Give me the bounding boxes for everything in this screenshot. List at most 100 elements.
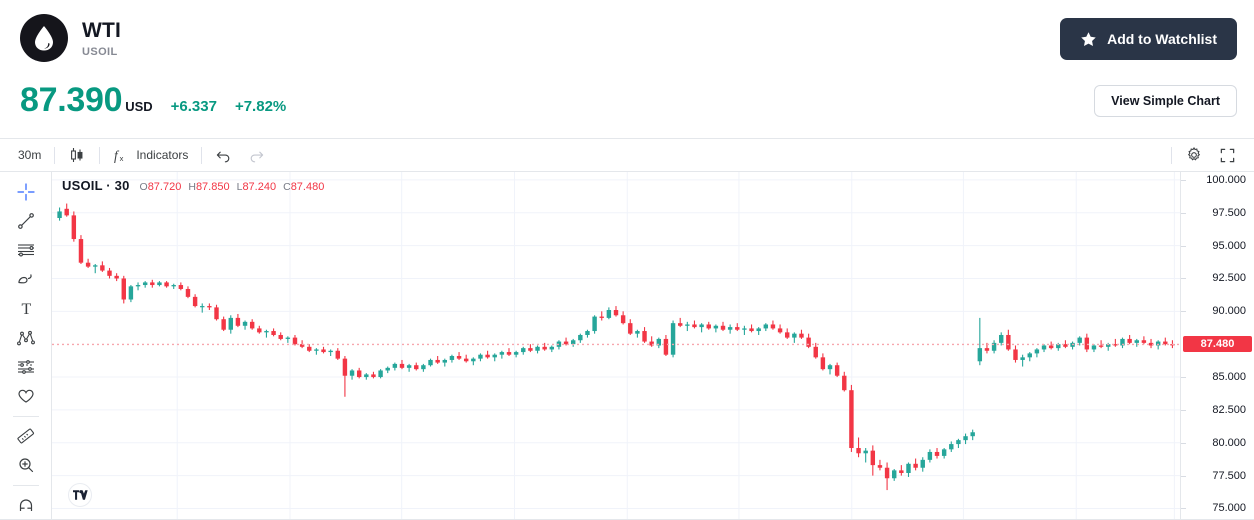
candle-body [620, 315, 626, 324]
magnet-tool[interactable] [9, 492, 43, 519]
candle-body [770, 324, 776, 329]
candle-body [585, 331, 590, 335]
price-axis-label: 85.000 [1212, 371, 1246, 384]
candle-body [349, 370, 355, 376]
crosshair-tool[interactable] [9, 178, 43, 205]
candle-body [392, 363, 398, 368]
forecast-icon [16, 357, 36, 377]
candle-body [421, 365, 426, 370]
text-tool[interactable]: T [9, 295, 43, 322]
candle-body [599, 316, 604, 318]
ohlc-value: 87.720 [147, 181, 182, 193]
redo-button[interactable] [240, 142, 273, 168]
favorites-tool[interactable] [9, 382, 43, 409]
candle-body [606, 310, 612, 318]
brush-tool[interactable] [9, 266, 43, 293]
measure-tool[interactable] [9, 423, 43, 450]
candle-body [285, 337, 291, 339]
candle-body [542, 346, 547, 350]
candle-body [777, 328, 783, 333]
candle-body [870, 450, 876, 466]
candle-body [1141, 340, 1147, 343]
candlestick-icon [68, 146, 86, 164]
candle-body [827, 365, 833, 370]
candle-body [364, 374, 369, 378]
heart-icon [16, 386, 36, 406]
zoom-in-tool[interactable] [9, 452, 43, 479]
price-change: +6.337 [170, 98, 217, 115]
chart-plot[interactable]: USOIL · 30 O87.720 H87.850 L87.240 C87.480 [52, 172, 1180, 519]
forecast-tool[interactable] [9, 353, 43, 380]
candle-body [192, 296, 198, 307]
candle-body [1106, 344, 1111, 347]
candle-body [278, 334, 283, 339]
candle-body [235, 317, 241, 326]
magnet-icon [16, 495, 36, 515]
candle-body [913, 463, 918, 468]
fib-retracement-tool[interactable] [9, 236, 43, 263]
candle-body [1163, 341, 1168, 345]
candle-body [685, 324, 690, 326]
candle-body [677, 323, 683, 326]
candle-body [57, 211, 62, 219]
price-quote: 87.390 USD +6.337 +7.82% [20, 82, 286, 118]
ohlc-key: O [139, 181, 148, 193]
ohlc-value: 87.240 [242, 181, 277, 193]
candle-body [699, 324, 704, 328]
gear-icon [1185, 146, 1203, 164]
fullscreen-button[interactable] [1211, 142, 1244, 168]
add-to-watchlist-button[interactable]: Add to Watchlist [1060, 18, 1237, 60]
candle-body [656, 338, 662, 346]
ruler-icon [16, 426, 36, 446]
candle-body [521, 348, 526, 353]
candle-body [1013, 349, 1018, 360]
toolbar-divider-3 [201, 146, 203, 164]
toolbar-divider-left-2 [12, 484, 39, 486]
candle-body [185, 288, 191, 297]
candle-body [528, 348, 533, 351]
candle-body [399, 363, 405, 368]
candle-body [613, 310, 619, 316]
candle-body [663, 338, 669, 355]
candle-body [93, 265, 98, 267]
chart-type-button[interactable] [60, 142, 94, 168]
ohlc-value: 87.480 [290, 181, 325, 193]
toolbar-divider [54, 146, 56, 164]
price-axis[interactable]: 100.000 97.500 95.000 92.500 90.000 85.000 82.… [1180, 172, 1254, 519]
candle-body [157, 282, 162, 286]
candle-body [314, 349, 319, 351]
price-axis-tick [1181, 278, 1186, 280]
price-axis-tick [1181, 245, 1186, 247]
patterns-tool[interactable] [9, 324, 43, 351]
price-currency: USD [125, 99, 153, 114]
candle-body [1041, 345, 1047, 350]
candle-body [478, 354, 483, 359]
ohlc-pair: C87.480 [283, 179, 324, 193]
svg-text:T: T [21, 301, 31, 318]
crosshair-icon [16, 182, 36, 202]
candle-body [428, 359, 433, 366]
candle-body [535, 346, 540, 351]
view-simple-chart-button[interactable]: View Simple Chart [1094, 85, 1237, 117]
candle-body [150, 282, 155, 286]
chart-settings-button[interactable] [1177, 142, 1211, 168]
price-axis-tick [1181, 508, 1186, 510]
price-axis-label: 80.000 [1212, 436, 1246, 449]
interval-selector[interactable]: 30m [10, 142, 49, 168]
undo-button[interactable] [207, 142, 240, 168]
trend-line-tool[interactable] [9, 207, 43, 234]
indicators-button[interactable]: f x Indicators [105, 142, 196, 168]
tradingview-logo[interactable] [68, 483, 92, 507]
candlestick-canvas[interactable] [52, 172, 1180, 519]
patterns-icon [16, 328, 36, 348]
candle-body [228, 317, 233, 330]
fx-icon: f x [113, 147, 130, 164]
candle-body [849, 390, 854, 449]
candle-body [385, 367, 390, 371]
ohlc-values: O87.720 H87.850 L87.240 C87.480 [140, 179, 325, 193]
symbol-header: WTI USOIL 87.390 USD +6.337 +7.82% Add t… [0, 0, 1254, 138]
candle-body [977, 348, 983, 362]
candle-body [999, 334, 1004, 343]
candle-body [1048, 345, 1054, 349]
candle-body [471, 358, 476, 362]
